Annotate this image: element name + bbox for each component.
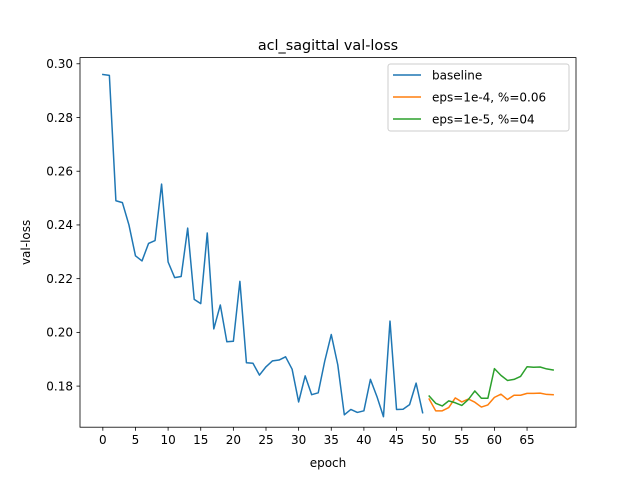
plot-marks <box>102 73 555 418</box>
y-tick-label: 0.30 <box>46 57 73 71</box>
series-line-0 <box>102 73 424 418</box>
x-tick-label: 15 <box>193 433 208 447</box>
legend-label-0: baseline <box>432 68 482 82</box>
y-axis-label: val-loss <box>19 220 33 265</box>
x-tick-label: 65 <box>519 433 534 447</box>
y-tick-label: 0.18 <box>46 379 73 393</box>
plot-frame <box>79 57 577 428</box>
chart-title: acl_sagittal val-loss <box>258 38 398 54</box>
x-tick-label: 50 <box>422 433 437 447</box>
legend-label-1: eps=1e-4, %=0.06 <box>432 90 546 104</box>
series-line-2 <box>428 366 555 407</box>
y-tick-label: 0.24 <box>46 218 73 232</box>
series-line-1 <box>428 392 554 412</box>
legend-label-2: eps=1e-5, %=04 <box>432 112 535 126</box>
x-tick-label: 25 <box>258 433 273 447</box>
legend-box <box>387 63 570 132</box>
x-tick-label: 40 <box>356 433 371 447</box>
x-tick-label: 45 <box>389 433 404 447</box>
x-tick-label: 35 <box>324 433 339 447</box>
axes: 0 5 10 15 20 25 30 35 40 45 50 55 60 65 0.18 0.20 0.22 0.… <box>46 57 534 447</box>
x-tick-label: 60 <box>487 433 502 447</box>
x-tick-label: 30 <box>291 433 306 447</box>
x-axis-label: epoch <box>310 456 347 470</box>
legend: baseline eps=1e-4, %=0.06 eps=1e-5, %=04 <box>387 63 570 132</box>
y-tick-label: 0.22 <box>46 272 73 286</box>
y-tick-label: 0.26 <box>46 165 73 179</box>
x-tick-label: 5 <box>132 433 140 447</box>
x-tick-label: 55 <box>454 433 469 447</box>
x-tick-label: 10 <box>160 433 175 447</box>
y-tick-label: 0.20 <box>46 326 73 340</box>
y-tick-label: 0.28 <box>46 111 73 125</box>
x-tick-label: 0 <box>99 433 107 447</box>
x-tick-label: 20 <box>226 433 241 447</box>
